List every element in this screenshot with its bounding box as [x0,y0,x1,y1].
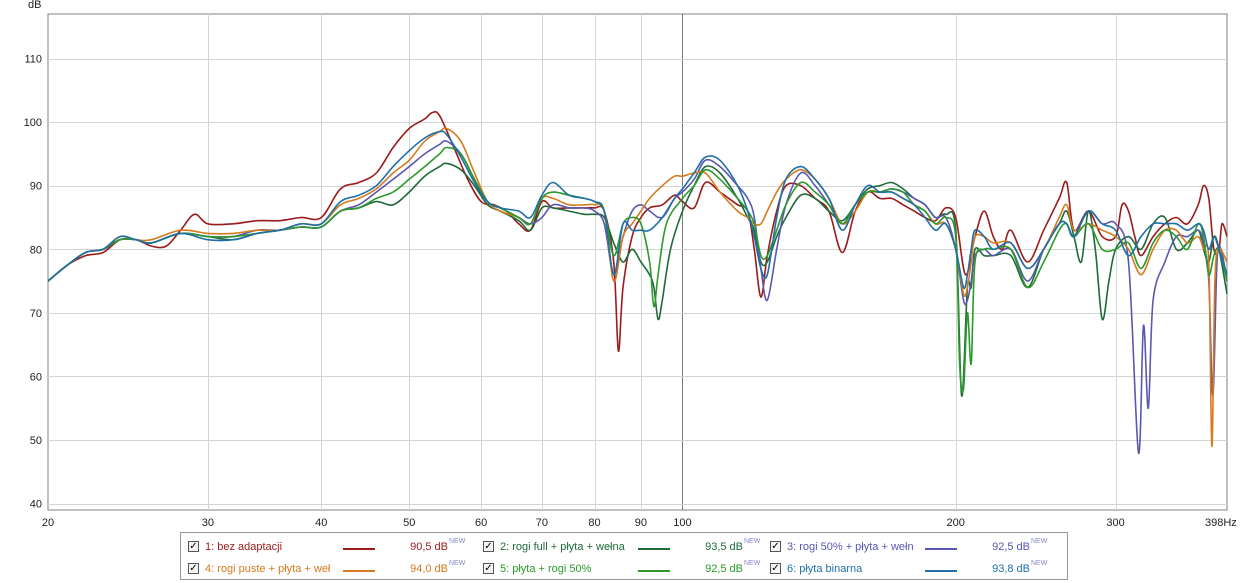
legend-checkbox-5[interactable]: ✓ [483,563,494,574]
x-tick-label: 60 [475,517,487,529]
legend-new-badge: NEW [1031,538,1048,545]
legend-swatch [925,570,957,572]
legend-checkbox-4[interactable]: ✓ [188,563,199,574]
y-tick-label: 110 [24,54,42,66]
legend-checkbox-1[interactable]: ✓ [188,541,199,552]
legend-new-badge: NEW [1031,560,1048,567]
series-line-6 [47,130,1228,290]
series-line-3 [47,139,1228,454]
y-tick-label: 50 [30,435,42,447]
x-tick-label: 70 [536,517,548,529]
y-tick-label: 70 [30,308,42,320]
legend-swatch [343,570,375,572]
legend-new-badge: NEW [744,538,761,545]
y-tick-label: 80 [30,244,42,256]
x-tick-label: 20 [42,517,54,529]
legend-item-3: ✓ 3: rogi 50% + płyta + wełn 92,5 dB NEW [770,538,1055,558]
legend-level: 93,5 dB [705,541,743,553]
x-tick-label: 90 [635,517,647,529]
legend-label: 2: rogi full + płyta + wełna [500,541,625,553]
legend-new-badge: NEW [449,560,466,567]
legend-label: 5: płyta + rogi 50% [500,563,592,575]
x-tick-label: 398Hz [1205,517,1237,529]
y-tick-labels: 40 50 60 70 80 90 100 110 [24,54,42,511]
legend-level: 92,5 dB [705,563,743,575]
x-tick-label: 40 [315,517,327,529]
legend-swatch [638,570,670,572]
x-tick-labels: 20 30 40 50 60 70 80 90 100 200 300 398Hz [42,517,1237,529]
legend-label: 3: rogi 50% + płyta + wełn [787,541,914,553]
x-tick-label: 80 [588,517,600,529]
legend-item-2: ✓ 2: rogi full + płyta + wełna 93,5 dB NEW [483,538,768,558]
legend-new-badge: NEW [449,538,466,545]
legend-checkbox-6[interactable]: ✓ [770,563,781,574]
legend-label: 6: płyta binarna [787,563,863,575]
legend-level: 92,5 dB [992,541,1030,553]
x-tick-label: 200 [947,517,965,529]
y-tick-label: 90 [30,181,42,193]
legend-new-badge: NEW [744,560,761,567]
x-tick-label: 100 [673,517,691,529]
frequency-response-chart: 20 30 40 50 60 70 80 90 100 200 300 398Hz 40 50 60 70 8… [24,0,1237,529]
legend-item-4: ✓ 4: rogi puste + płyta + weł 94,0 dB NEW [188,560,473,580]
y-tick-label: 100 [24,117,42,129]
legend-checkbox-2[interactable]: ✓ [483,541,494,552]
y-tick-label: 60 [30,371,42,383]
y-tick-label: 40 [30,499,42,511]
legend-item-6: ✓ 6: płyta binarna 93,8 dB NEW [770,560,1055,580]
plot-area [47,13,1228,511]
legend-label: 4: rogi puste + płyta + weł [205,563,331,575]
legend: ✓ 1: bez adaptacji 90,5 dB NEW ✓ 2: rogi full… [180,532,1068,580]
legend-item-1: ✓ 1: bez adaptacji 90,5 dB NEW [188,538,473,558]
legend-level: 94,0 dB [410,563,448,575]
grid-lines [48,14,1227,510]
series-line-2 [47,162,1228,397]
y-axis-unit-label: dB [28,0,41,11]
legend-level: 93,8 dB [992,563,1030,575]
legend-level: 90,5 dB [410,541,448,553]
series-layer [47,110,1228,454]
legend-swatch [638,548,670,550]
legend-swatch [343,548,375,550]
legend-swatch [925,548,957,550]
legend-label: 1: bez adaptacji [205,541,283,553]
legend-checkbox-3[interactable]: ✓ [770,541,781,552]
legend-item-5: ✓ 5: płyta + rogi 50% 92,5 dB NEW [483,560,768,580]
x-tick-label: 30 [202,517,214,529]
x-tick-label: 50 [403,517,415,529]
x-tick-label: 300 [1106,517,1124,529]
